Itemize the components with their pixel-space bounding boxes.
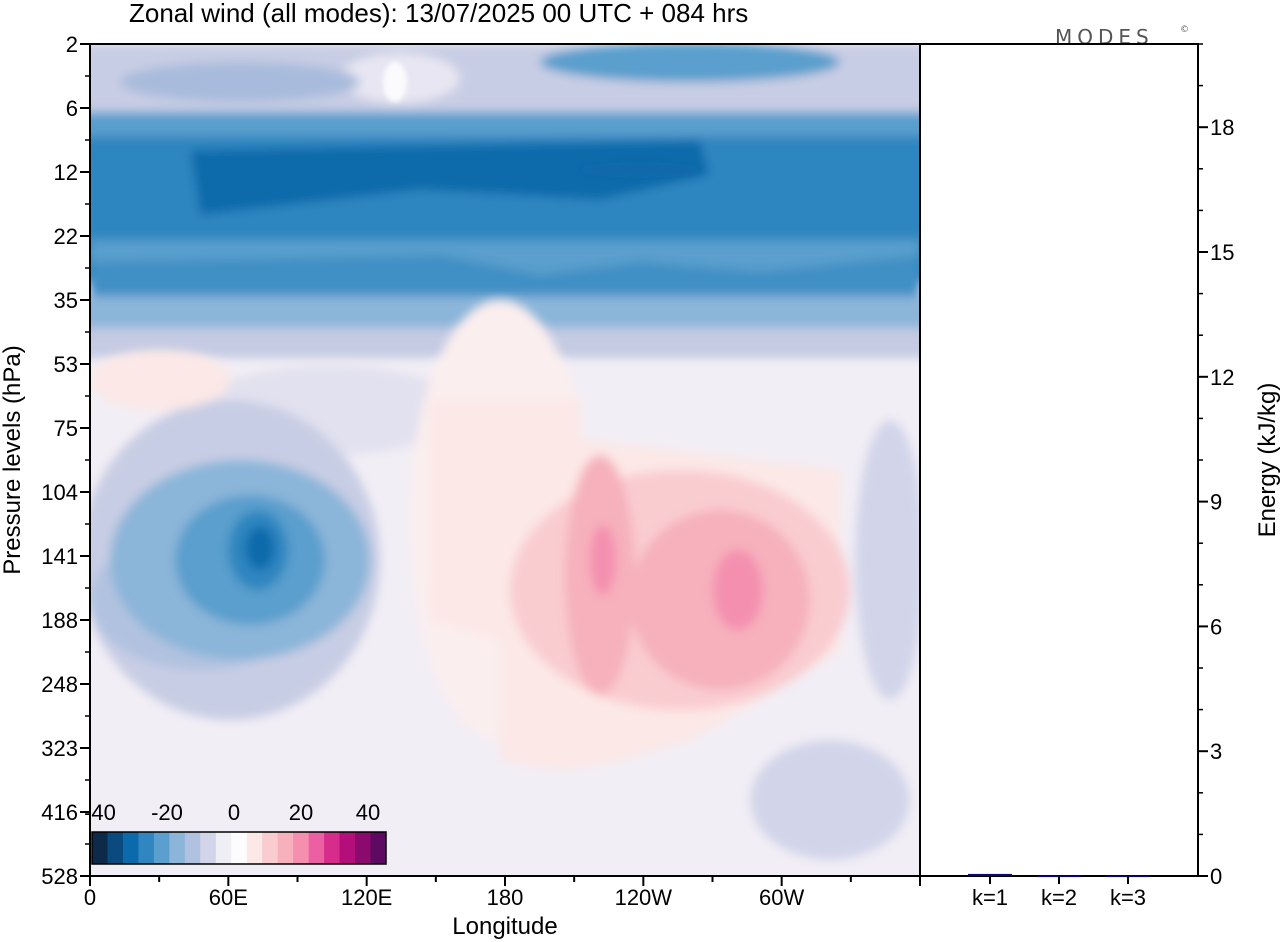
colorbar-swatch	[339, 832, 356, 864]
energy-tick-label: 6	[1210, 614, 1222, 639]
colorbar-swatch	[122, 832, 139, 864]
pressure-tick-label: 35	[54, 288, 78, 313]
wavenumber-tick-label: k=2	[1041, 885, 1077, 910]
pressure-tick-label: 53	[54, 352, 78, 377]
colorbar-swatch	[169, 832, 186, 864]
longitude-tick-label: 120E	[341, 885, 392, 910]
colorbar-labels: -40 -20 0 20 40	[84, 800, 380, 825]
pressure-tick-label: 141	[41, 544, 78, 569]
colorbar-swatch	[138, 832, 155, 864]
y-axis-label: Pressure levels (hPa)	[0, 345, 26, 574]
wavenumber-tick-label: k=3	[1110, 885, 1146, 910]
colorbar-tick-label: -20	[151, 800, 183, 825]
colorbar-swatch	[293, 832, 310, 864]
colorbar-swatch	[308, 832, 325, 864]
energy-axis: 0 3 6 9 12 15 18	[1198, 43, 1234, 889]
colorbar-swatch	[107, 832, 124, 864]
colorbar-swatch	[231, 832, 248, 864]
pressure-tick-label: 75	[54, 416, 78, 441]
wavenumber-tick-label: k=1	[972, 885, 1008, 910]
energy-tick-label: 18	[1210, 115, 1234, 140]
pressure-tick-label: 248	[41, 672, 78, 697]
pressure-tick-label: 12	[54, 160, 78, 185]
colorbar-swatch	[200, 832, 217, 864]
longitude-axis: 0 60E 120E 180 120W 60W	[84, 876, 921, 910]
colorbar-swatch	[370, 832, 387, 864]
colorbar-frame	[91, 831, 387, 865]
longitude-tick-label: 0	[84, 885, 96, 910]
colorbar-tick-label: 20	[289, 800, 313, 825]
energy-tick-label: 15	[1210, 240, 1234, 265]
colorbar-swatch	[246, 832, 263, 864]
pressure-tick-label: 323	[41, 736, 78, 761]
colorbar-swatch	[262, 832, 279, 864]
zonal-wind-field	[90, 44, 920, 876]
pressure-tick-label: 2	[66, 32, 78, 57]
copyright-mark: ©	[1180, 25, 1189, 35]
longitude-tick-label: 60E	[209, 885, 248, 910]
longitude-tick-label: 120W	[615, 885, 673, 910]
pressure-tick-label: 416	[41, 800, 78, 825]
pressure-tick-label: 188	[41, 608, 78, 633]
colorbar-swatch	[355, 832, 372, 864]
longitude-tick-label: 60W	[759, 885, 804, 910]
colorbar	[91, 831, 387, 865]
pressure-tick-label: 6	[66, 96, 78, 121]
energy-axis-label: Energy (kJ/kg)	[1254, 383, 1280, 538]
energy-tick-label: 0	[1210, 864, 1222, 889]
colorbar-swatch	[184, 832, 201, 864]
chart-title: Zonal wind (all modes): 13/07/2025 00 UT…	[129, 0, 748, 28]
colorbar-swatch	[215, 832, 232, 864]
colorbar-swatch	[324, 832, 341, 864]
longitude-tick-label: 180	[487, 885, 524, 910]
colorbar-tick-label: -40	[84, 800, 116, 825]
colorbar-tick-label: 0	[228, 800, 240, 825]
energy-tick-label: 9	[1210, 490, 1222, 515]
colorbar-swatch	[92, 832, 108, 864]
pressure-tick-label: 528	[41, 864, 78, 889]
pressure-axis: 2 6 12 22 35 53 75 104 141 188 248 323 416 528	[41, 32, 90, 889]
pressure-tick-label: 22	[54, 224, 78, 249]
energy-tick-label: 3	[1210, 739, 1222, 764]
x-axis-label: Longitude	[452, 913, 557, 940]
energy-panel-frame	[919, 43, 1199, 877]
pressure-tick-label: 104	[41, 480, 78, 505]
wavenumber-axis: k=1 k=2 k=3	[972, 876, 1146, 910]
energy-bar	[968, 873, 1012, 876]
colorbar-swatch	[277, 832, 294, 864]
colorbar-swatch	[153, 832, 170, 864]
colorbar-tick-label: 40	[356, 800, 380, 825]
energy-tick-label: 12	[1210, 365, 1234, 390]
